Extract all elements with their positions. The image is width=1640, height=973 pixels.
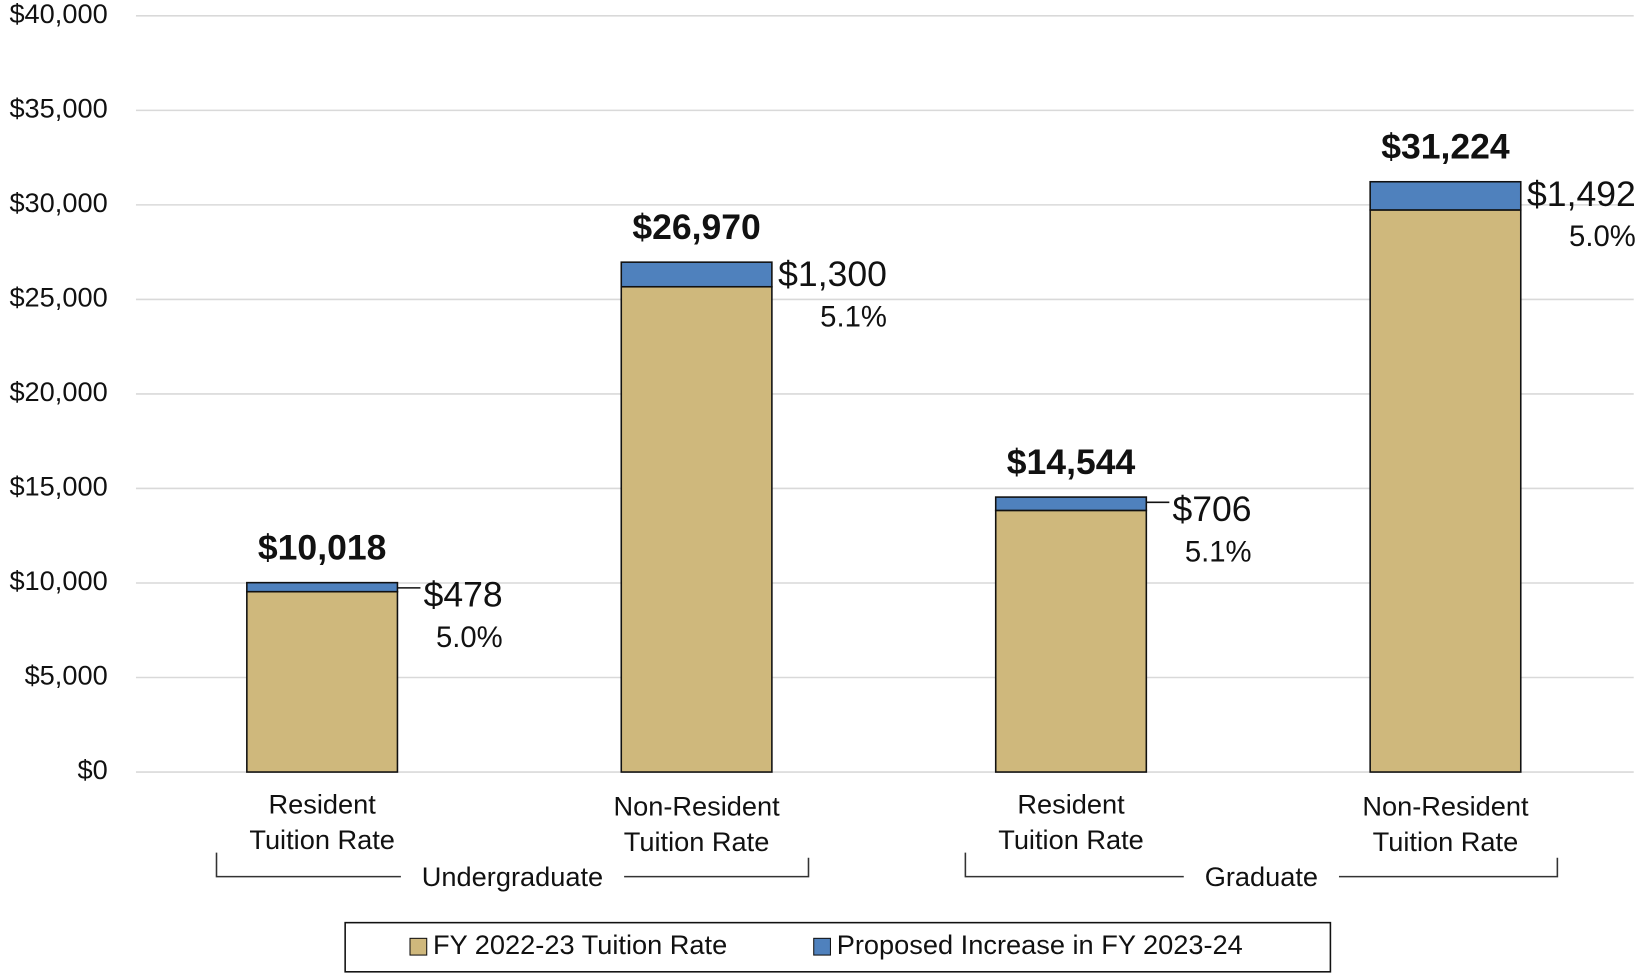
bar-segment xyxy=(1369,180,1522,211)
percent-label: 5.0% xyxy=(1569,220,1636,253)
y-tick-label: $15,000 xyxy=(9,471,107,502)
group-label: Undergraduate xyxy=(422,861,603,892)
percent-label: 5.1% xyxy=(820,300,887,333)
legend-box xyxy=(344,921,1332,973)
y-tick-label: $40,000 xyxy=(9,0,107,29)
y-tick-label: $0 xyxy=(77,754,107,785)
bar-segment xyxy=(994,496,1148,512)
group-label: Graduate xyxy=(1205,861,1318,892)
x-tick-line: Tuition Rate xyxy=(624,826,770,857)
value-label: $1,300 xyxy=(778,254,887,294)
y-tick-label: $30,000 xyxy=(9,187,107,218)
legend-label: Proposed Increase in FY 2023-24 xyxy=(837,929,1243,960)
x-tick-line: Tuition Rate xyxy=(1373,826,1519,857)
x-tick-line: Tuition Rate xyxy=(998,824,1144,855)
value-label: $478 xyxy=(424,575,503,615)
x-tick-line: Non-Resident xyxy=(613,791,780,822)
x-tick-line: Resident xyxy=(1017,789,1125,820)
bar-segment xyxy=(1369,209,1522,773)
x-tick-line: Resident xyxy=(268,789,376,820)
x-tick-label: Non-Resident Tuition Rate xyxy=(613,791,780,858)
bar-segment xyxy=(620,285,773,773)
x-tick-label: Resident Tuition Rate xyxy=(249,789,395,856)
total-label: $10,018 xyxy=(258,528,387,568)
bar-segment xyxy=(620,261,773,288)
x-tick-line: Non-Resident xyxy=(1362,791,1529,822)
bar-segment xyxy=(246,590,399,773)
bar-segment xyxy=(246,581,399,593)
legend-swatch xyxy=(409,937,428,956)
legend-swatch xyxy=(813,937,831,956)
group-bracket xyxy=(215,852,810,878)
y-tick-label: $20,000 xyxy=(9,376,107,407)
y-tick-label: $10,000 xyxy=(9,565,107,596)
total-label: $14,544 xyxy=(1007,442,1136,482)
value-label: $1,492 xyxy=(1527,174,1636,214)
y-tick-label: $25,000 xyxy=(9,282,107,313)
bar-segment xyxy=(994,509,1148,773)
percent-label: 5.1% xyxy=(1185,535,1252,568)
total-label: $26,970 xyxy=(632,207,760,247)
x-tick-label: Resident Tuition Rate xyxy=(998,789,1144,856)
legend-label: FY 2022-23 Tuition Rate xyxy=(433,929,727,960)
value-label: $706 xyxy=(1172,489,1251,529)
y-tick-label: $5,000 xyxy=(25,660,108,691)
group-bracket xyxy=(964,852,1559,878)
y-tick-label: $35,000 xyxy=(9,93,107,124)
total-label: $31,224 xyxy=(1381,127,1510,167)
percent-label: 5.0% xyxy=(436,621,503,654)
x-tick-line: Tuition Rate xyxy=(249,824,395,855)
x-tick-label: Non-Resident Tuition Rate xyxy=(1362,791,1529,858)
